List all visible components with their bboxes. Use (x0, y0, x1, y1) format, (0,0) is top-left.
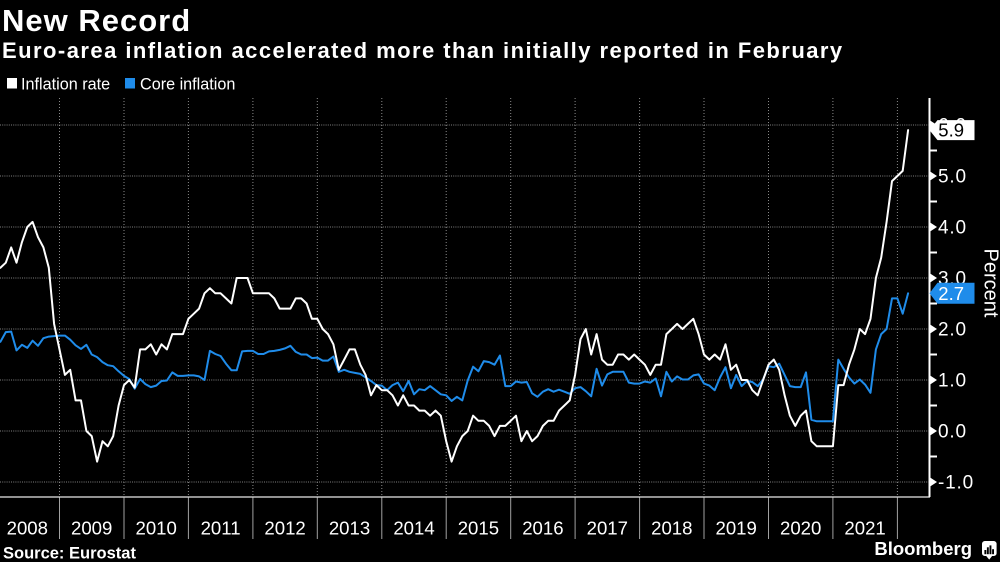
svg-text:Core inflation: Core inflation (140, 76, 235, 94)
svg-text:4.0: 4.0 (938, 218, 967, 239)
svg-text:2019: 2019 (716, 518, 757, 539)
svg-text:-1.0: -1.0 (938, 473, 974, 494)
svg-text:5.0: 5.0 (938, 167, 967, 188)
svg-text:Bloomberg: Bloomberg (874, 538, 972, 559)
svg-text:Source: Eurostat: Source: Eurostat (3, 545, 136, 562)
svg-text:2008: 2008 (7, 518, 48, 539)
svg-text:2011: 2011 (201, 518, 241, 539)
svg-text:Percent: Percent (980, 249, 1000, 318)
svg-text:2014: 2014 (393, 518, 434, 539)
svg-text:2015: 2015 (458, 518, 499, 539)
svg-text:2010: 2010 (136, 518, 177, 539)
svg-text:New Record: New Record (2, 3, 191, 38)
svg-text:2009: 2009 (71, 518, 112, 539)
svg-text:2.7: 2.7 (938, 283, 964, 304)
svg-text:2020: 2020 (780, 518, 821, 539)
svg-text:2018: 2018 (651, 518, 692, 539)
svg-text:5.9: 5.9 (938, 120, 964, 141)
svg-text:2.0: 2.0 (938, 320, 967, 341)
svg-text:0.0: 0.0 (938, 422, 967, 443)
svg-text:Euro-area inflation accelerate: Euro-area inflation accelerated more tha… (2, 38, 844, 63)
svg-text:2021: 2021 (844, 518, 885, 539)
svg-text:1.0: 1.0 (938, 371, 967, 392)
svg-text:2012: 2012 (264, 518, 305, 539)
svg-text:2013: 2013 (329, 518, 370, 539)
svg-text:Inflation rate: Inflation rate (21, 76, 110, 94)
svg-text:2017: 2017 (587, 518, 628, 539)
svg-text:2016: 2016 (522, 518, 563, 539)
